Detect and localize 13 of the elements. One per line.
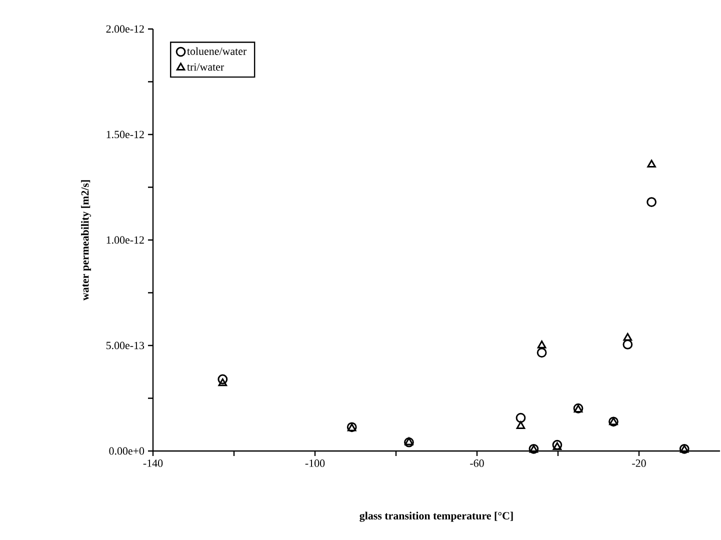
y-tick-label: 1.00e-12 (106, 236, 144, 244)
x-tick-label: -60 (470, 460, 484, 467)
y-tick-label: 0.00e+0 (109, 447, 144, 455)
x-tick-label: -100 (305, 460, 325, 467)
y-tick-label: 1.50e-12 (106, 130, 144, 138)
y-tick-label: 2.00e-12 (106, 25, 144, 33)
x-axis-title: glass transition temperature [°C] (360, 512, 513, 522)
y-axis-title: water permeability [m2/s] (81, 180, 91, 301)
legend-label: toluene/water (187, 47, 247, 55)
y-tick-label: 5.00e-13 (106, 342, 144, 350)
legend-label: tri/water (187, 63, 224, 71)
x-tick-label: -20 (632, 460, 646, 467)
x-tick-label: -140 (143, 460, 163, 467)
